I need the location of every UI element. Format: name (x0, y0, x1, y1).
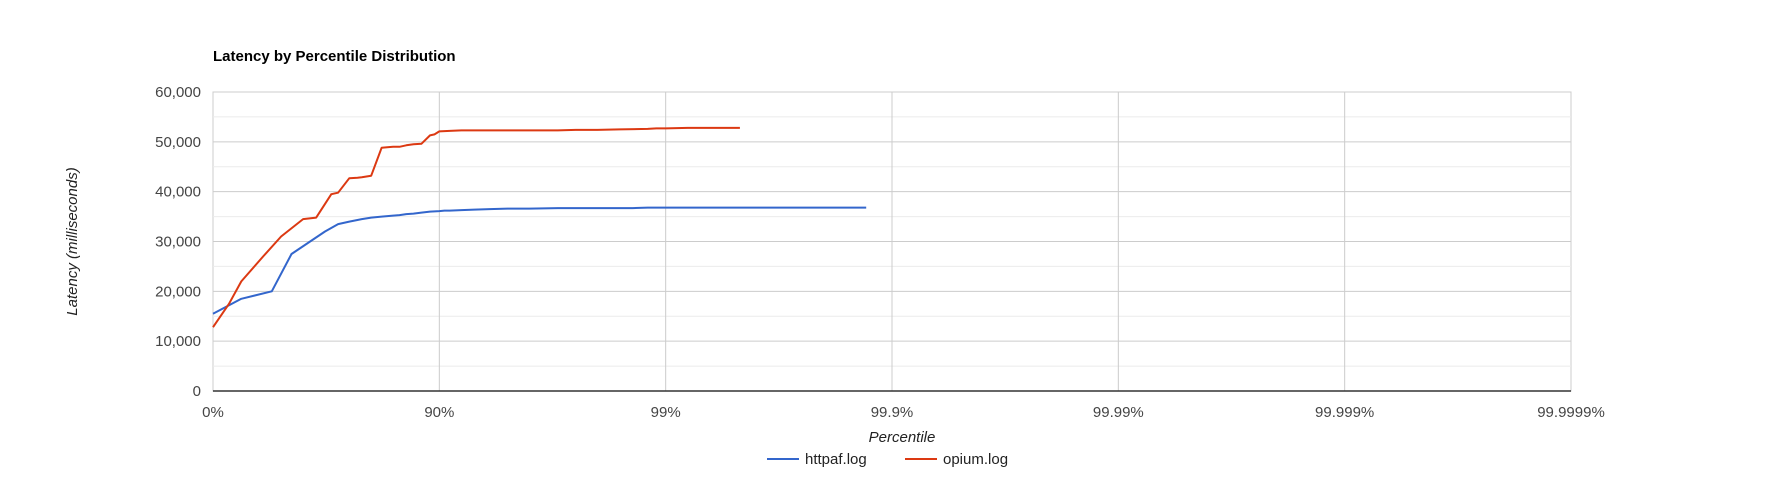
legend-label: opium.log (943, 451, 1008, 468)
x-tick-label: 99.99% (1093, 404, 1144, 421)
y-tick-label: 50,000 (155, 134, 201, 151)
y-tick-label: 0 (193, 383, 201, 400)
x-axis-title: Percentile (869, 429, 936, 446)
series-layer (212, 126, 867, 328)
series-line-opium (212, 126, 740, 328)
x-tick-label: 99.9999% (1537, 404, 1605, 421)
y-tick-label: 20,000 (155, 283, 201, 300)
grid-layer (212, 91, 1572, 392)
x-tick-label: 99.999% (1315, 404, 1374, 421)
y-tick-label: 40,000 (155, 184, 201, 201)
y-axis-title: Latency (milliseconds) (64, 167, 81, 315)
x-tick-label: 99.9% (871, 404, 914, 421)
x-tick-label: 90% (424, 404, 454, 421)
axis-layer: Latency by Percentile Distribution Perce… (64, 48, 935, 446)
y-tick-label: 30,000 (155, 234, 201, 251)
y-tick-label: 10,000 (155, 333, 201, 350)
series-line-httpaf (212, 206, 867, 315)
y-tick-label: 60,000 (155, 84, 201, 101)
legend: httpaf.log opium.log (767, 451, 1008, 468)
tick-layer: 0 10,000 20,000 30,000 40,000 50,000 60,000 0% 9… (155, 84, 1605, 421)
x-tick-label: 99% (651, 404, 681, 421)
x-tick-label: 0% (202, 404, 224, 421)
chart-title: Latency by Percentile Distribution (213, 48, 456, 65)
legend-label: httpaf.log (805, 451, 867, 468)
